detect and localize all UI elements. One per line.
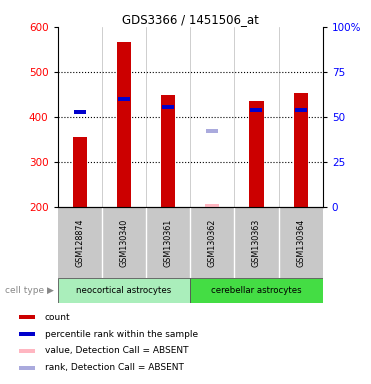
- Bar: [206, 129, 218, 133]
- Bar: [73, 137, 87, 207]
- Text: value, Detection Call = ABSENT: value, Detection Call = ABSENT: [45, 346, 188, 356]
- Text: GSM130364: GSM130364: [296, 219, 305, 267]
- Bar: [19, 316, 35, 319]
- Text: GSM130362: GSM130362: [208, 219, 217, 267]
- Text: cerebellar astrocytes: cerebellar astrocytes: [211, 286, 302, 295]
- Text: GSM130363: GSM130363: [252, 219, 261, 267]
- Bar: [19, 366, 35, 369]
- Bar: [117, 42, 131, 207]
- Text: percentile rank within the sample: percentile rank within the sample: [45, 329, 198, 339]
- Bar: [58, 278, 190, 303]
- Bar: [162, 105, 174, 109]
- Text: GSM128874: GSM128874: [75, 218, 84, 267]
- Bar: [190, 278, 323, 303]
- Text: cell type ▶: cell type ▶: [5, 286, 54, 295]
- Bar: [161, 95, 175, 207]
- Bar: [19, 349, 35, 353]
- Text: count: count: [45, 313, 70, 322]
- Bar: [118, 97, 130, 101]
- Text: neocortical astrocytes: neocortical astrocytes: [76, 286, 171, 295]
- Text: GSM130340: GSM130340: [119, 219, 128, 267]
- Text: rank, Detection Call = ABSENT: rank, Detection Call = ABSENT: [45, 363, 183, 372]
- Bar: [293, 93, 308, 207]
- Bar: [205, 204, 219, 207]
- Bar: [19, 332, 35, 336]
- Bar: [250, 108, 262, 113]
- Bar: [73, 110, 86, 114]
- Bar: [249, 101, 263, 207]
- Text: GSM130361: GSM130361: [164, 219, 173, 267]
- Bar: [295, 108, 307, 112]
- Title: GDS3366 / 1451506_at: GDS3366 / 1451506_at: [122, 13, 259, 26]
